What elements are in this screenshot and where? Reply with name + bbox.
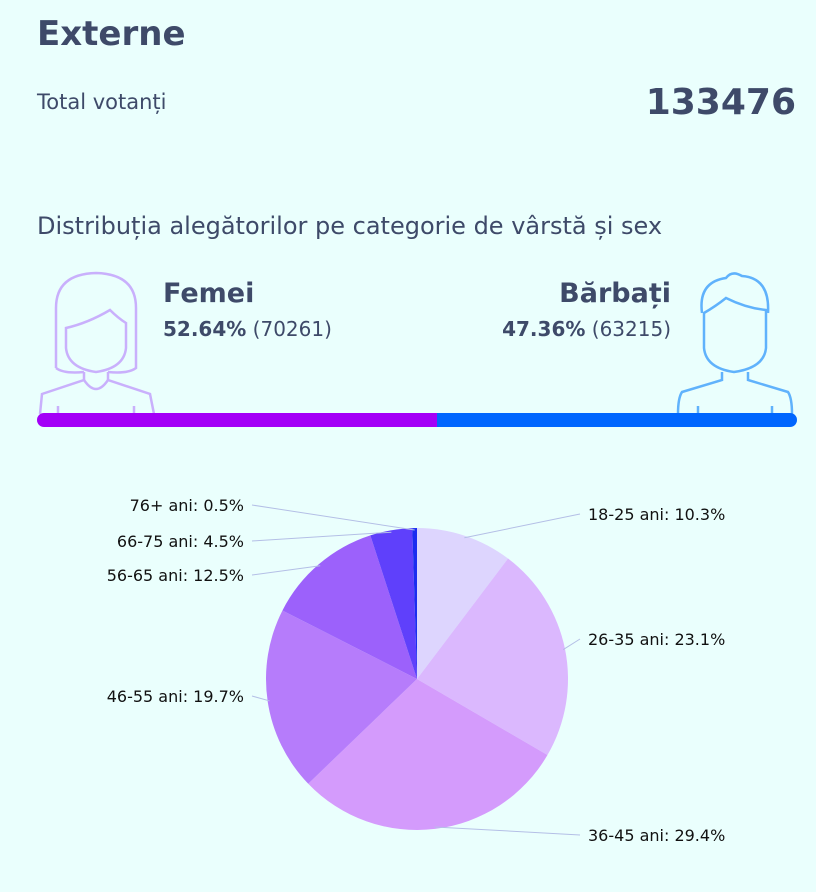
male-count: (63215) xyxy=(591,317,671,341)
male-share-bar xyxy=(437,413,797,427)
leader-line xyxy=(562,638,581,651)
leader-line xyxy=(464,513,581,539)
leader-line xyxy=(251,565,321,576)
female-count: (70261) xyxy=(252,317,332,341)
man-avatar-icon xyxy=(676,272,794,414)
pie-slice-46-55-ani[interactable] xyxy=(266,610,417,784)
pie-label: 36-45 ani: 29.4% xyxy=(588,826,725,845)
page-title: Externe xyxy=(37,14,186,54)
pie-slice-76-ani[interactable] xyxy=(412,528,417,679)
section-subtitle: Distribuția alegătorilor pe categorie de… xyxy=(37,212,663,240)
pie-label: 66-75 ani: 4.5% xyxy=(117,532,244,551)
pie-slice-26-35-ani[interactable] xyxy=(417,558,569,756)
pie-slice-36-45-ani[interactable] xyxy=(308,679,548,830)
leader-line xyxy=(251,504,415,531)
total-voters-value: 133476 xyxy=(645,82,796,123)
leader-line xyxy=(251,695,270,702)
pie-label: 26-35 ani: 23.1% xyxy=(588,630,725,649)
male-label: Bărbați xyxy=(559,278,671,309)
total-voters-label: Total votanți xyxy=(37,90,167,114)
leader-line xyxy=(251,531,392,542)
pie-slice-66-75-ani[interactable] xyxy=(370,528,417,679)
pie-label: 46-55 ani: 19.7% xyxy=(107,687,244,706)
pie-label: 18-25 ani: 10.3% xyxy=(588,505,725,524)
pie-slice-18-25-ani[interactable] xyxy=(417,528,509,679)
woman-avatar-icon xyxy=(38,271,156,414)
pie-label: 56-65 ani: 12.5% xyxy=(107,566,244,585)
male-stats: Bărbați 47.36% (63215) xyxy=(502,278,671,341)
male-percent: 47.36% xyxy=(502,317,586,341)
gender-ratio-bar xyxy=(37,413,797,427)
female-stats: Femei 52.64% (70261) xyxy=(163,278,332,341)
female-share-bar xyxy=(37,413,438,427)
leader-line xyxy=(434,826,581,836)
female-label: Femei xyxy=(163,278,255,309)
female-percent: 52.64% xyxy=(163,317,247,341)
pie-label: 76+ ani: 0.5% xyxy=(130,496,244,515)
pie-slice-56-65-ani[interactable] xyxy=(282,535,417,679)
